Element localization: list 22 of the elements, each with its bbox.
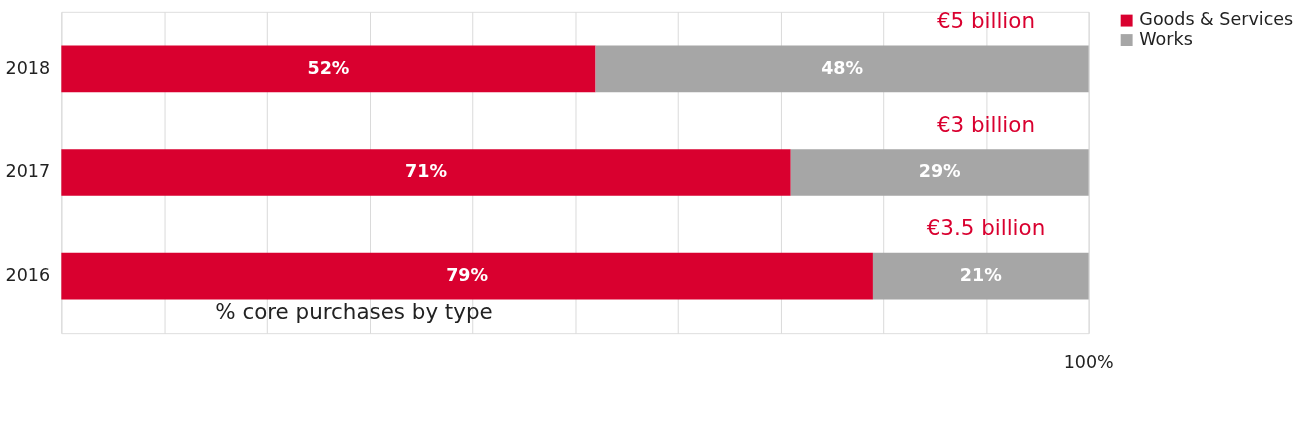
bar bbox=[61, 252, 873, 300]
bar bbox=[790, 149, 1089, 196]
data-label: 71% bbox=[405, 161, 448, 182]
y-tick-label: 2018 bbox=[5, 57, 51, 78]
bar bbox=[61, 45, 596, 93]
y-tick-label: 2016 bbox=[5, 265, 51, 286]
legend-label: Goods & Services bbox=[1139, 9, 1294, 30]
y-tick-label: 2017 bbox=[5, 161, 51, 182]
data-label: 21% bbox=[959, 265, 1002, 286]
annotation: €3.5 billion bbox=[926, 215, 1046, 241]
data-label: 52% bbox=[307, 57, 350, 78]
data-label: 29% bbox=[918, 161, 961, 182]
text: 100% bbox=[1063, 352, 1114, 373]
legend-label: Works bbox=[1139, 28, 1193, 49]
bar bbox=[61, 149, 791, 196]
bar bbox=[872, 252, 1089, 300]
data-label: 79% bbox=[446, 265, 489, 286]
annotation: €3 billion bbox=[936, 111, 1035, 137]
bar bbox=[595, 45, 1089, 93]
data-label: 48% bbox=[821, 57, 864, 78]
x-axis-title: % core purchases by type bbox=[215, 299, 493, 325]
annotation: €5 billion bbox=[936, 7, 1035, 33]
